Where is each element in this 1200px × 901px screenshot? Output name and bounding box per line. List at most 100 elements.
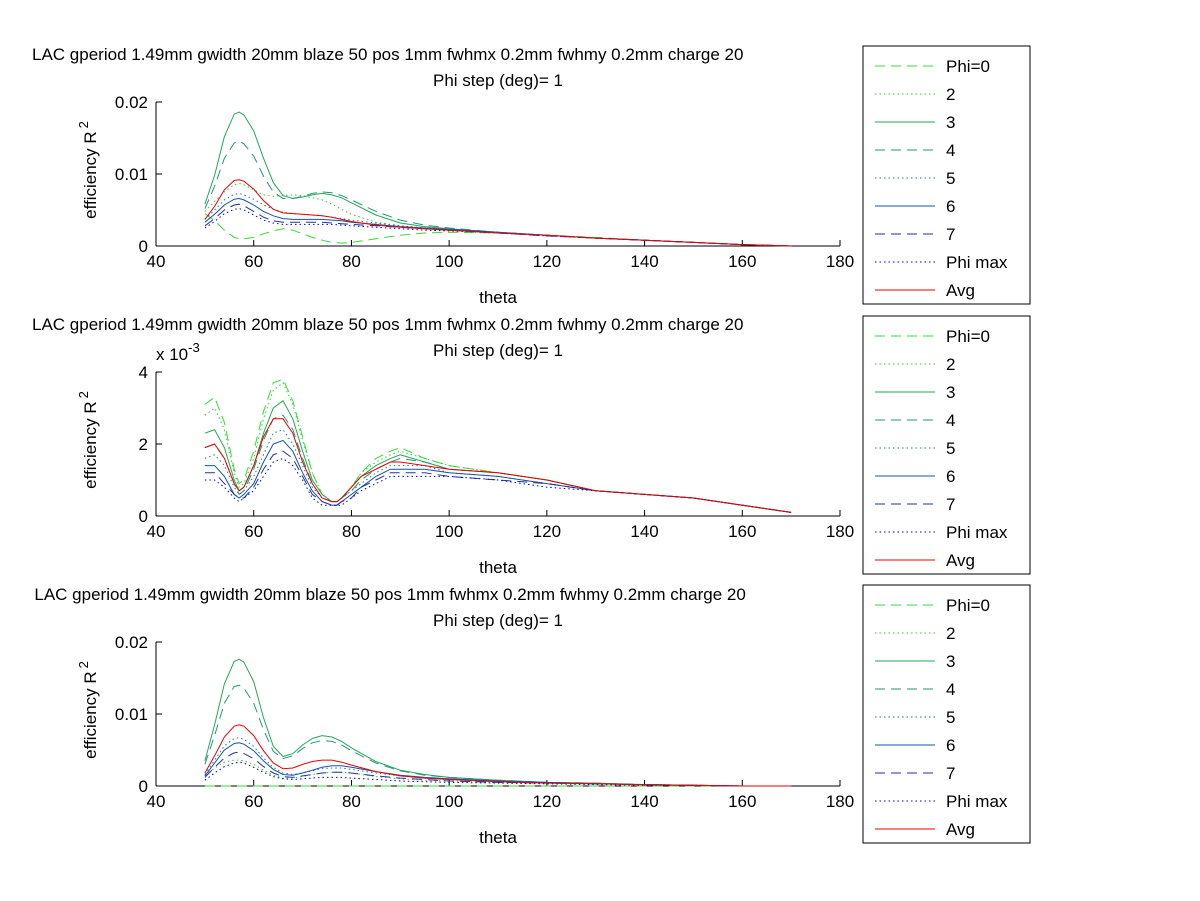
x-tick-label: 80	[342, 522, 361, 541]
legend-entry-label: 4	[946, 680, 955, 699]
series-line-9	[204, 724, 792, 787]
chart-subtitle: Phi step (deg)= 1	[433, 71, 563, 90]
legend-entry-label: 5	[946, 439, 955, 458]
series-line-9	[204, 418, 792, 513]
series-line-5	[204, 737, 792, 787]
y-exponent-base: x 10	[156, 345, 188, 364]
legend-entry-label: 6	[946, 197, 955, 216]
series-line-8	[204, 761, 792, 787]
y-tick-label: 0	[139, 237, 148, 256]
legend-entry-label: Phi=0	[946, 596, 990, 615]
legend-entry-label: Phi=0	[946, 327, 990, 346]
y-tick-label: 0	[139, 777, 148, 796]
series-line-6	[204, 439, 792, 513]
legend-entry-label: Avg	[946, 551, 975, 570]
y-tick-label: 0	[139, 507, 148, 526]
x-tick-label: 160	[728, 522, 756, 541]
y-axis-label: efficiency R 2	[76, 391, 100, 489]
x-tick-label: 160	[728, 792, 756, 811]
y-axis-label-sup: 2	[76, 661, 91, 668]
legend-entry-label: 4	[946, 411, 955, 430]
subplot-1: LAC gperiod 1.49mm gwidth 20mm blaze 50 …	[32, 45, 964, 307]
x-tick-label: 120	[533, 252, 561, 271]
legend-entry-label: 3	[946, 113, 955, 132]
series-line-8	[204, 457, 792, 513]
x-tick-label: 100	[435, 792, 463, 811]
series-line-3	[204, 658, 792, 787]
legend-entry-label: 5	[946, 169, 955, 188]
y-axis-label: efficiency R 2	[76, 661, 100, 759]
chart-subtitle: Phi step (deg)= 1	[433, 611, 563, 630]
legend-box	[862, 584, 1031, 844]
x-tick-label: 40	[147, 522, 166, 541]
y-tick-label: 0.01	[115, 705, 148, 724]
series-line-9	[204, 179, 792, 247]
x-tick-label: 40	[147, 252, 166, 271]
y-tick-label: 4	[139, 363, 148, 382]
x-tick-label: 60	[244, 792, 263, 811]
chart-title: LAC gperiod 1.49mm gwidth 20mm blaze 50 …	[32, 45, 964, 64]
x-axis-label: theta	[479, 558, 517, 577]
x-tick-label: 140	[630, 252, 658, 271]
legend-entry-label: Phi max	[946, 253, 1008, 272]
y-tick-label: 0.02	[115, 93, 148, 112]
chart-title: LAC gperiod 1.49mm gwidth 20mm blaze 50 …	[34, 585, 961, 604]
chart-title-main: LAC gperiod 1.49mm gwidth 20mm blaze 50 …	[32, 45, 743, 64]
chart-title: LAC gperiod 1.49mm gwidth 20mm blaze 50 …	[32, 315, 964, 334]
series-line-6	[204, 742, 792, 787]
legend-entry-label: Avg	[946, 281, 975, 300]
x-tick-label: 160	[728, 252, 756, 271]
series-line-3	[204, 400, 792, 513]
y-tick-label: 0.02	[115, 633, 148, 652]
legend-entry-label: 2	[946, 85, 955, 104]
legend-entry-label: 6	[946, 736, 955, 755]
x-tick-label: 120	[533, 792, 561, 811]
legend-entry-label: Phi max	[946, 523, 1008, 542]
series-line-2	[204, 759, 792, 787]
legend-box	[862, 315, 1031, 575]
legend: Phi=0 2 3 4 5 6 7 Phi max Avg	[862, 315, 1031, 575]
y-tick-label: 2	[139, 435, 148, 454]
series-line-7	[204, 203, 792, 247]
chart-title-main: LAC gperiod 1.49mm gwidth 20mm blaze 50 …	[34, 585, 745, 604]
x-tick-label: 80	[342, 792, 361, 811]
x-tick-label: 180	[826, 252, 854, 271]
legend-entry-label: 7	[946, 495, 955, 514]
subplot-3: LAC gperiod 1.49mm gwidth 20mm blaze 50 …	[34, 585, 961, 847]
x-tick-label: 40	[147, 792, 166, 811]
legend-entry-label: 3	[946, 383, 955, 402]
series-line-8	[204, 208, 792, 247]
y-tick-label: 0.01	[115, 165, 148, 184]
x-axis-label: theta	[479, 288, 517, 307]
series-line-7	[204, 450, 792, 513]
legend-entry-label: Phi=0	[946, 57, 990, 76]
x-tick-label: 80	[342, 252, 361, 271]
y-axis-label-text: efficiency R	[81, 131, 100, 219]
legend-entry-label: Phi max	[946, 792, 1008, 811]
legend-entry-label: 4	[946, 141, 955, 160]
x-tick-label: 140	[630, 522, 658, 541]
y-axis-label-text: efficiency R	[81, 401, 100, 489]
chart-title-main: LAC gperiod 1.49mm gwidth 20mm blaze 50 …	[32, 315, 743, 334]
x-tick-label: 100	[435, 252, 463, 271]
legend-box	[862, 45, 1031, 305]
chart-subtitle: Phi step (deg)= 1	[433, 341, 563, 360]
legend-entry-label: 6	[946, 467, 955, 486]
series-line-4	[204, 140, 792, 247]
y-axis-label-sup: 2	[76, 391, 91, 398]
legend-entry-label: 3	[946, 652, 955, 671]
series-line-1	[204, 378, 792, 513]
y-exponent-power: -3	[188, 340, 200, 355]
legend-entry-label: 7	[946, 764, 955, 783]
x-axis-label: theta	[479, 828, 517, 847]
legend-entry-label: 2	[946, 624, 955, 643]
subplot-2: LAC gperiod 1.49mm gwidth 20mm blaze 50 …	[32, 315, 964, 577]
series-line-5	[204, 428, 792, 513]
y-axis-label: efficiency R 2	[76, 121, 100, 219]
series-line-2	[204, 182, 792, 247]
legend-entry-label: 7	[946, 225, 955, 244]
legend: Phi=0 2 3 4 5 6 7 Phi max Avg	[862, 45, 1031, 305]
x-tick-label: 140	[630, 792, 658, 811]
x-tick-label: 180	[826, 792, 854, 811]
legend-entry-label: 2	[946, 355, 955, 374]
